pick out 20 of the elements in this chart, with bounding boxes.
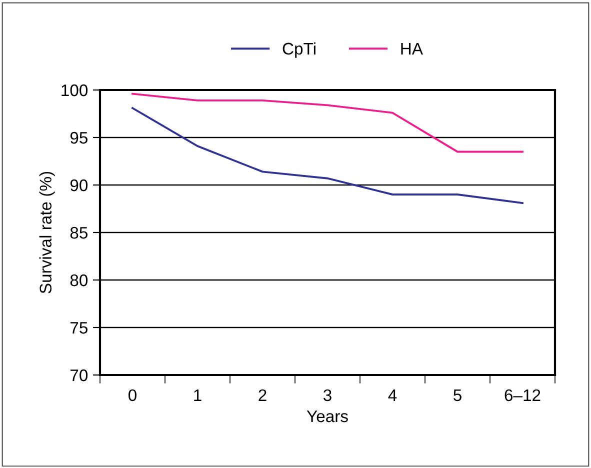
x-tick-label: 1	[194, 390, 202, 401]
x-axis-title: Years	[306, 410, 348, 422]
x-tick-label: 0	[128, 389, 136, 402]
y-axis-title: Survival rate (%)	[39, 172, 55, 294]
y-tick-label: 80	[70, 274, 88, 286]
y-tick-label: 90	[70, 179, 88, 192]
line-series	[132, 92, 524, 153]
y-tick-label: 85	[70, 226, 88, 239]
y-tick-label: 100	[62, 84, 88, 96]
y-tick-label: 70	[70, 369, 88, 382]
x-tick-label: 3	[324, 389, 332, 402]
line-series	[132, 107, 524, 204]
x-tick-label: 6–12	[504, 389, 540, 402]
legend-label: CpTi	[282, 42, 316, 58]
legend-label: HA	[401, 42, 423, 54]
y-tick-label: 95	[70, 132, 88, 144]
x-tick-label: 5	[454, 390, 462, 402]
y-tick-label: 75	[70, 322, 88, 334]
x-tick-label: 4	[388, 390, 397, 401]
x-tick-label: 2	[258, 389, 266, 401]
